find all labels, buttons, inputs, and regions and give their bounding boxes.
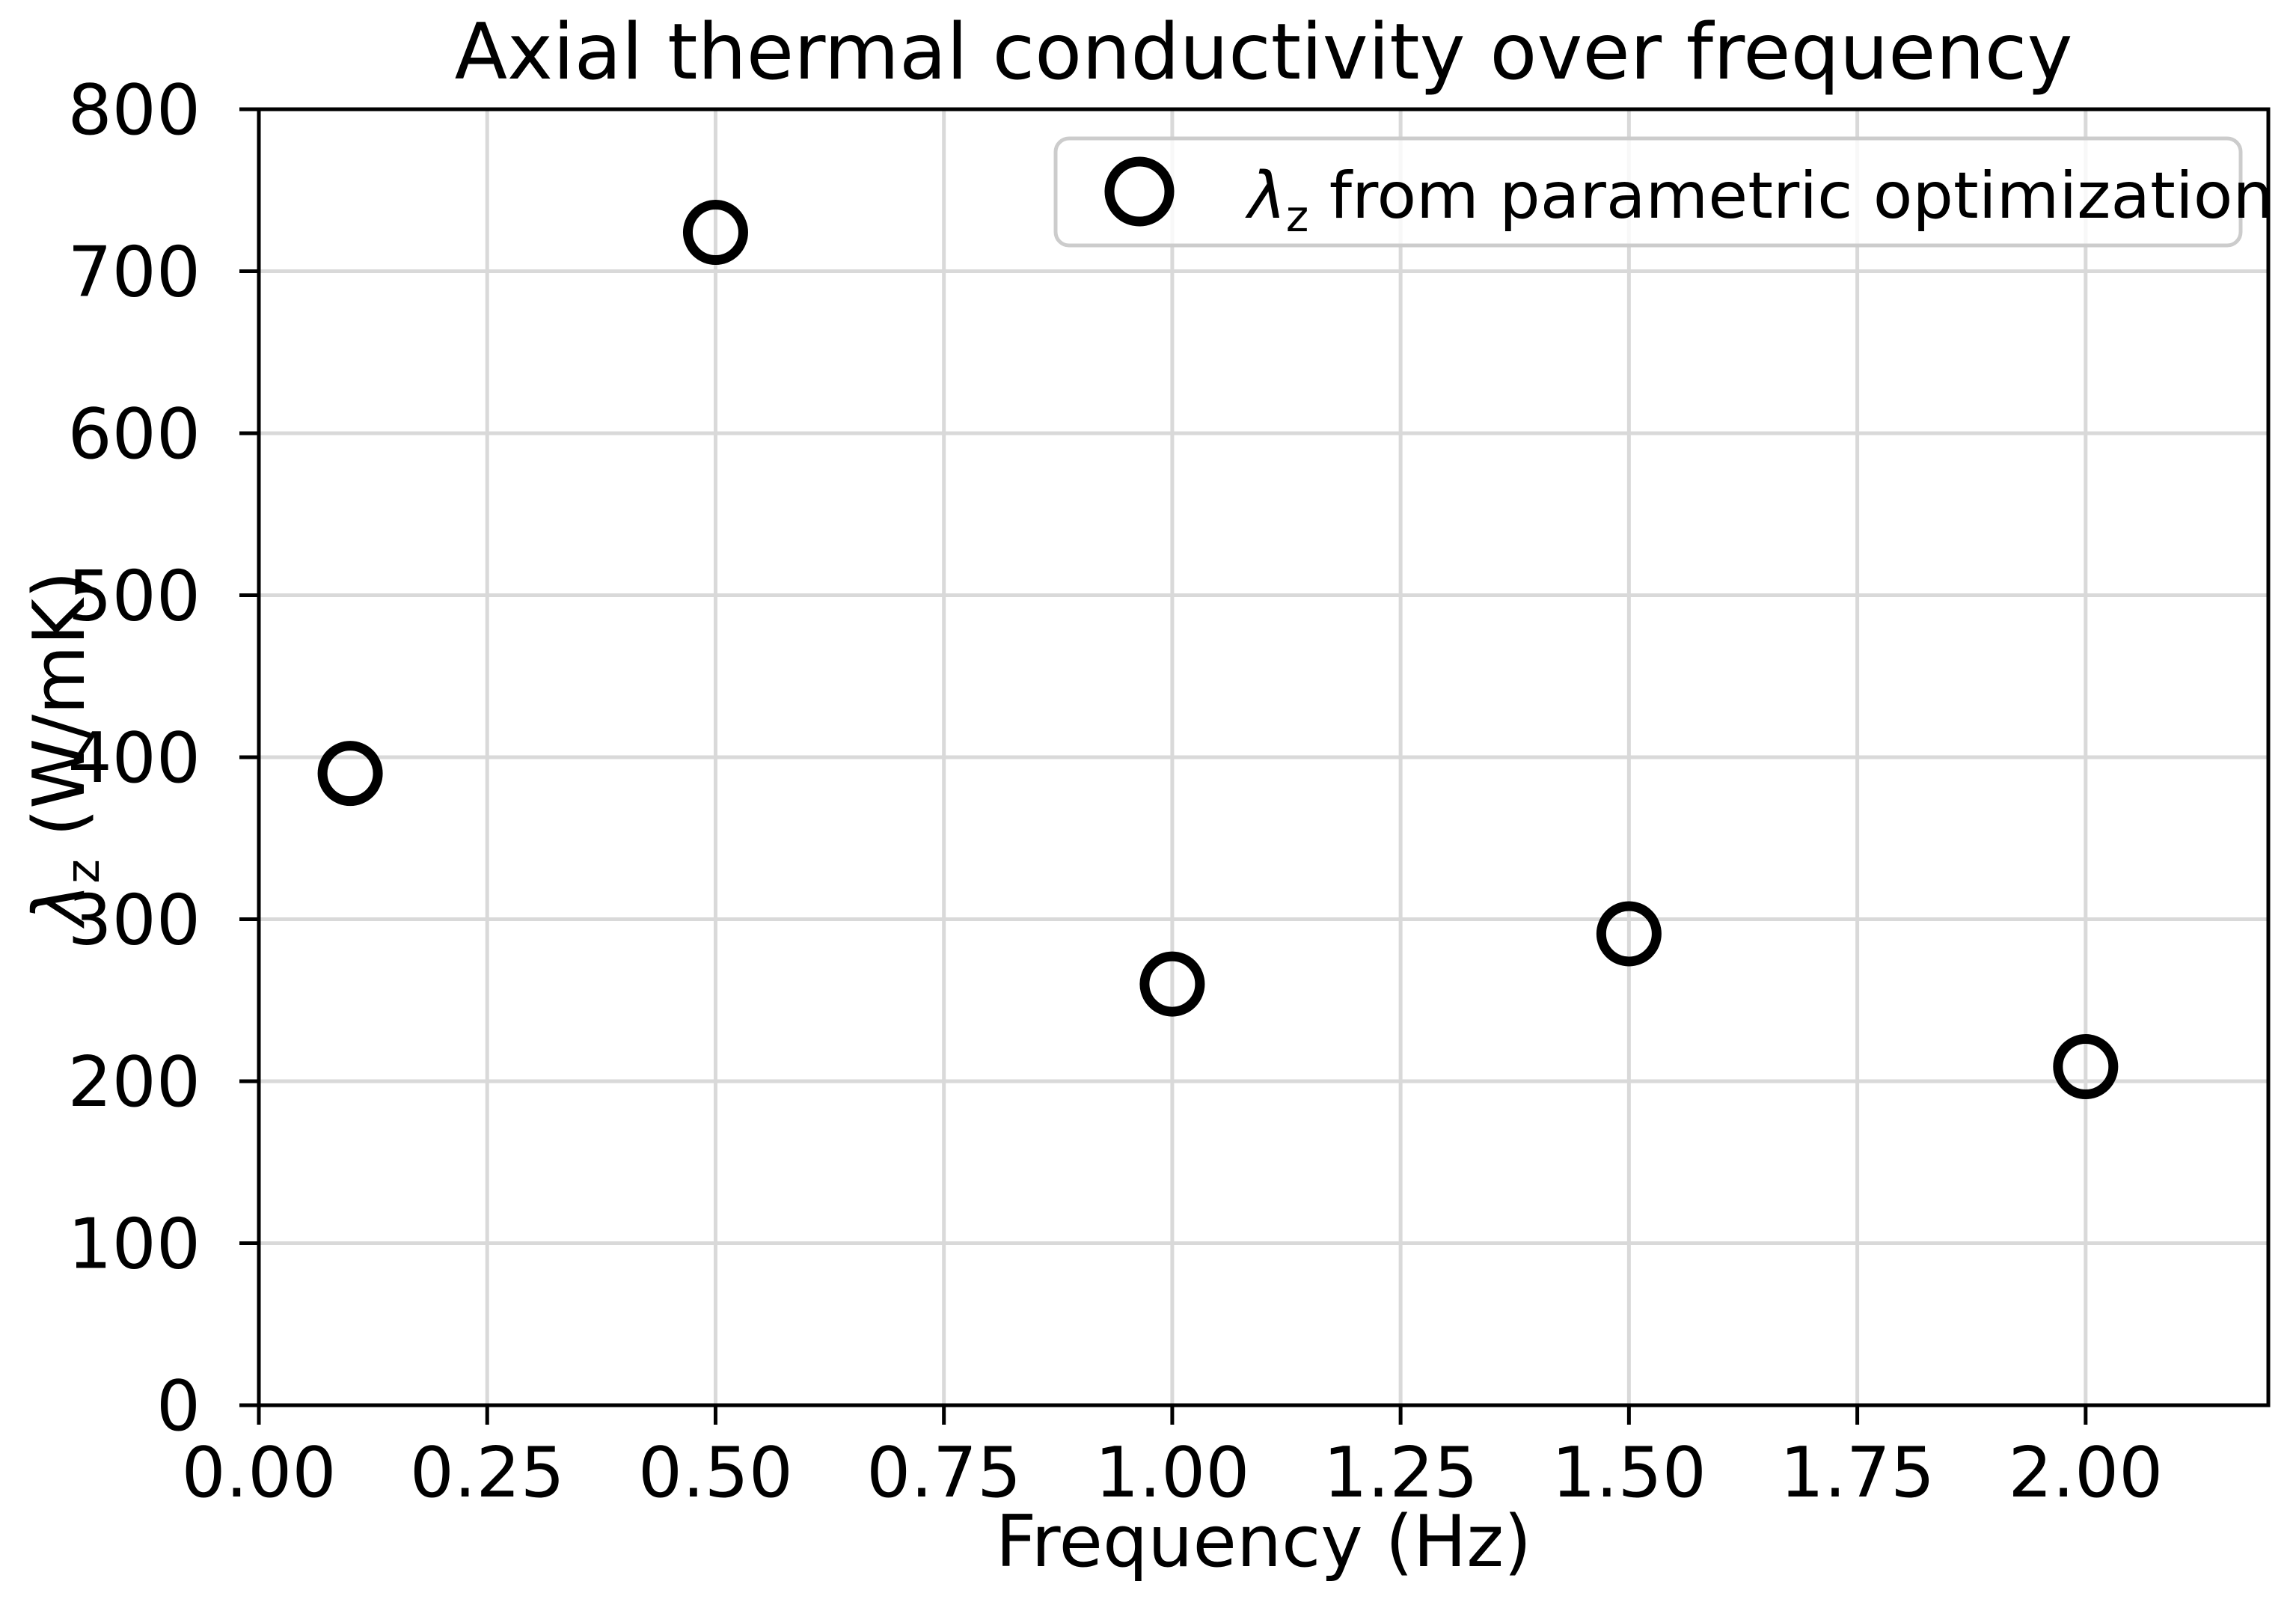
axis-ticks: [239, 107, 2088, 1425]
y-tick-label: 100: [67, 1204, 200, 1285]
data-point: [682, 200, 748, 266]
x-tick-label: 0.00: [181, 1432, 336, 1513]
x-tick-label: 1.25: [1323, 1432, 1478, 1513]
x-tick-labels: 0.00 0.25 0.50 0.75 1.00 1.25 1.50 1.75 2.00: [181, 1432, 2163, 1513]
legend-label-text: from parametric optimization: [1308, 159, 2274, 233]
legend-label-subscript: z: [1286, 191, 1308, 242]
legend-box: [1053, 136, 2243, 248]
y-axis-label-symbol: λ: [19, 884, 101, 929]
y-axis-label-subscript: z: [55, 859, 110, 884]
x-tick-label: 0.25: [410, 1432, 565, 1513]
x-tick-label: 0.75: [866, 1432, 1021, 1513]
data-point: [1596, 901, 1662, 967]
y-tick-label: 500: [67, 556, 200, 637]
open-circle-icon: [1104, 156, 1175, 227]
chart-title: Axial thermal conductivity over frequenc…: [455, 7, 2073, 97]
data-point: [1139, 951, 1205, 1017]
data-point: [2053, 1034, 2119, 1100]
x-tick-label: 1.50: [1552, 1432, 1706, 1513]
y-tick-label: 300: [67, 880, 200, 961]
x-tick-label: 1.00: [1095, 1432, 1249, 1513]
legend: λz from parametric optimization: [1053, 136, 2274, 248]
data-point: [317, 741, 383, 807]
x-tick-label: 2.00: [2008, 1432, 2163, 1513]
legend-label-symbol: λ: [1245, 159, 1286, 233]
y-tick-label: 400: [67, 718, 200, 798]
y-tick-label: 700: [67, 232, 200, 313]
x-tick-label: 0.50: [638, 1432, 793, 1513]
y-tick-labels: 0 100 200 300 400 500 600 700 800: [67, 70, 200, 1446]
y-tick-label: 600: [67, 394, 200, 474]
x-axis-label: Frequency (Hz): [996, 1501, 1531, 1583]
x-tick-label: 1.75: [1780, 1432, 1935, 1513]
y-axis-label-units: (W/mK): [19, 571, 101, 859]
plot-border: [257, 107, 2271, 1407]
y-tick-label: 200: [67, 1042, 200, 1122]
y-tick-label: 800: [67, 70, 200, 150]
legend-label: λz from parametric optimization: [1245, 159, 2274, 242]
gridlines: [259, 109, 2268, 1405]
y-tick-label: 0: [156, 1366, 200, 1446]
data-points: [317, 200, 2119, 1100]
y-axis-label: λz (W/mK): [19, 571, 110, 929]
